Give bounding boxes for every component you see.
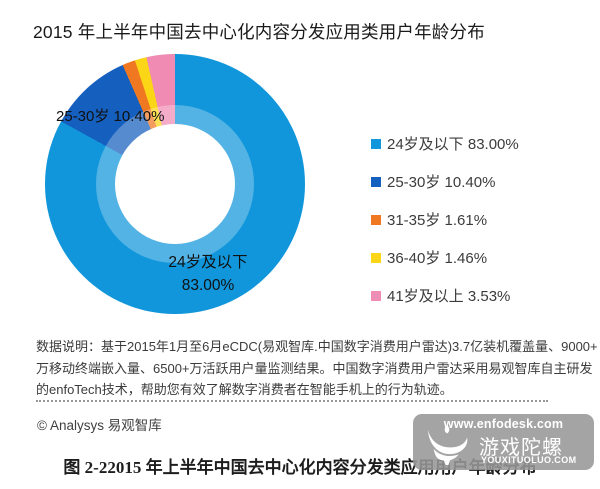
legend-item-31-35: 31-35岁 1.61% bbox=[371, 209, 519, 230]
slice-callout-value: 83.00% bbox=[181, 277, 235, 294]
watermark-badge: www.enfodesk.com 游戏陀螺 YOUXITUOLUO.COM bbox=[413, 414, 594, 470]
slice-callout-label: 25-30岁 bbox=[56, 108, 110, 125]
legend-label: 25-30岁 10.40% bbox=[387, 174, 496, 191]
legend-swatch bbox=[371, 176, 381, 187]
copyright-text: © Analysys 易观智库 bbox=[37, 418, 162, 433]
legend-swatch bbox=[371, 252, 381, 263]
legend-item-24-under: 24岁及以下 83.00% bbox=[371, 133, 519, 154]
legend-label: 41岁及以上 3.53% bbox=[387, 288, 511, 305]
donut-hole bbox=[115, 124, 235, 244]
legend-label: 36-40岁 1.46% bbox=[387, 250, 488, 267]
legend-item-36-40: 36-40岁 1.46% bbox=[371, 247, 519, 268]
data-note-line: 数据说明：基于2015年1月至6月eCDC(易观智库.中国数字消费用户雷达)3.… bbox=[36, 339, 598, 354]
dotted-divider bbox=[36, 400, 548, 402]
watermark-brand: 游戏陀螺 bbox=[479, 437, 563, 459]
slice-callout-24-under: 24岁及以下 83.00% bbox=[148, 251, 268, 297]
data-note: 数据说明：基于2015年1月至6月eCDC(易观智库.中国数字消费用户雷达)3.… bbox=[36, 336, 598, 401]
watermark-url: www.enfodesk.com bbox=[443, 417, 564, 431]
gyro-logo-icon bbox=[418, 424, 476, 471]
slice-callout-value: 10.40% bbox=[113, 108, 165, 125]
legend-swatch bbox=[371, 290, 381, 301]
legend-label: 24岁及以下 83.00% bbox=[387, 136, 519, 153]
legend-label: 31-35岁 1.61% bbox=[387, 212, 488, 229]
legend-swatch bbox=[371, 214, 381, 225]
legend-item-41-over: 41岁及以上 3.53% bbox=[371, 285, 519, 306]
slice-callout-25-30: 25-30岁 10.40% bbox=[56, 105, 164, 126]
legend: 24岁及以下 83.00% 25-30岁 10.40% 31-35岁 1.61%… bbox=[371, 133, 519, 306]
slice-callout-label: 24岁及以下 bbox=[168, 254, 248, 271]
data-note-line: 万移动终端嵌入量、6500+万活跃用户量监测结果。中国数字消费用户雷达采用易观智… bbox=[36, 360, 593, 376]
page-title: 2015 年上半年中国去中心化内容分发应用类用户年龄分布 bbox=[33, 22, 485, 42]
data-note-line: 的enfoTech技术，帮助您有效了解数字消费者在智能手机上的行为轨迹。 bbox=[36, 382, 453, 397]
legend-item-25-30: 25-30岁 10.40% bbox=[371, 171, 519, 192]
legend-swatch bbox=[371, 138, 381, 149]
watermark-brand-sub: YOUXITUOLUO.COM bbox=[481, 455, 577, 465]
